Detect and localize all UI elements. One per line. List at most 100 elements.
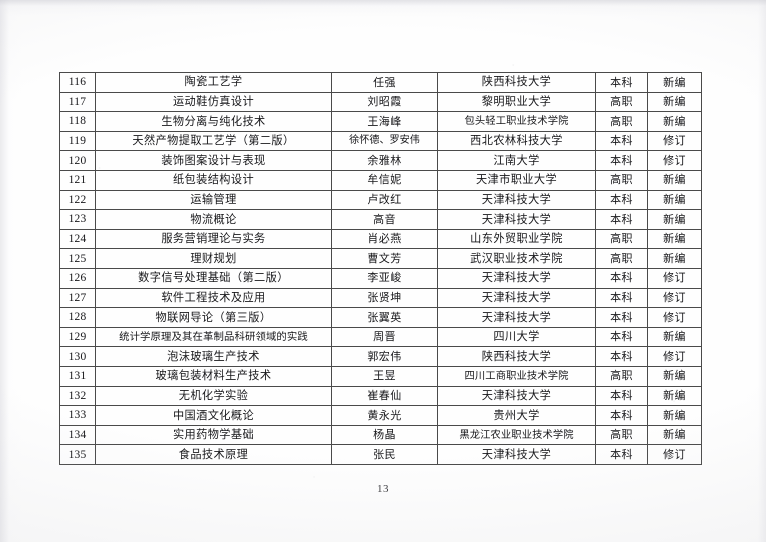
chief-editor: 刘昭霞 — [331, 91, 438, 113]
education-level: 本科 — [595, 267, 648, 289]
row-number: 119 — [59, 130, 96, 152]
edition-type: 修订 — [647, 267, 702, 289]
textbook-title: 物流概论 — [95, 209, 332, 230]
row-number: 129 — [59, 326, 96, 348]
edition-type: 修订 — [647, 346, 702, 367]
textbook-title: 运输管理 — [95, 189, 332, 211]
education-level: 本科 — [595, 346, 648, 367]
textbook-title: 生物分离与纯化技术 — [95, 111, 332, 132]
textbook-title: 物联网导论（第三版） — [95, 307, 332, 328]
row-number: 125 — [59, 248, 96, 269]
chief-editor: 肖必燕 — [331, 228, 438, 250]
institution: 陕西科技大学 — [437, 346, 596, 367]
table-row: 133 中国酒文化概论 黄永光 贵州大学 本科 新编 — [59, 405, 702, 426]
row-number: 127 — [59, 287, 96, 309]
textbook-title: 服务营销理论与实务 — [95, 228, 332, 250]
edition-type: 修订 — [647, 307, 702, 328]
chief-editor: 高音 — [331, 209, 438, 230]
row-number: 130 — [59, 346, 96, 367]
textbook-title: 食品技术原理 — [95, 444, 332, 465]
textbook-title: 泡沫玻璃生产技术 — [95, 346, 332, 367]
education-level: 本科 — [595, 209, 648, 230]
edition-type: 新编 — [647, 169, 702, 191]
textbook-title: 陶瓷工艺学 — [95, 72, 332, 93]
textbook-list-table: 116 陶瓷工艺学 任强 陕西科技大学 本科 新编 117 运动鞋仿真设计 刘昭霞 黎明职业大学高… — [59, 72, 702, 465]
table-row: 120 装饰图案设计与表现 余雅林 江南大学 本科 修订 — [59, 150, 702, 171]
table-row: 129 统计学原理及其在革制品科研领域的实践 周晋 四川大学 本科 新编 — [59, 326, 702, 348]
institution: 天津科技大学 — [437, 287, 596, 309]
row-number: 132 — [59, 385, 96, 407]
education-level: 本科 — [595, 130, 648, 152]
row-number: 131 — [59, 365, 96, 387]
edition-type: 新编 — [647, 209, 702, 230]
textbook-title: 天然产物提取工艺学（第二版） — [95, 130, 332, 152]
education-level: 本科 — [595, 405, 648, 426]
table-row: 127 软件工程技术及应用 张贤坤 天津科技大学 本科 修订 — [59, 287, 702, 309]
education-level: 高职 — [595, 365, 648, 387]
education-level: 高职 — [595, 111, 648, 132]
chief-editor: 余雅林 — [331, 150, 438, 171]
table-row: 125 理财规划 曹文芳 武汉职业技术学院 高职 新编 — [59, 248, 702, 269]
institution: 山东外贸职业学院 — [437, 228, 596, 250]
table-row: 118 生物分离与纯化技术 王海峰 包头轻工职业技术学院 高职 新编 — [59, 111, 702, 132]
chief-editor: 卢改红 — [331, 189, 438, 211]
row-number: 135 — [59, 444, 96, 465]
education-level: 本科 — [595, 287, 648, 309]
edition-type: 修订 — [647, 150, 702, 171]
row-number: 117 — [59, 91, 96, 113]
row-number: 124 — [59, 228, 96, 250]
row-number: 116 — [59, 72, 96, 93]
institution: 贵州大学 — [437, 405, 596, 426]
edition-type: 修订 — [647, 130, 702, 152]
edition-type: 新编 — [647, 424, 702, 446]
institution: 天津科技大学 — [437, 189, 596, 211]
education-level: 本科 — [595, 189, 648, 211]
row-number: 123 — [59, 209, 96, 230]
edition-type: 新编 — [647, 91, 702, 113]
table-row: 132 无机化学实验 崔春仙 天津科技大学 本科 新编 — [59, 385, 702, 407]
textbook-title: 软件工程技术及应用 — [95, 287, 332, 309]
table-row: 126 数字信号处理基础（第二版） 李亚峻 天津科技大学 本科 修订 — [59, 267, 702, 289]
institution: 四川工商职业技术学院 — [437, 365, 596, 387]
edition-type: 新编 — [647, 365, 702, 387]
table-row: 119 天然产物提取工艺学（第二版） 徐怀德、罗安伟 西北农林科技大学 本科 修订 — [59, 130, 702, 152]
chief-editor: 周晋 — [331, 326, 438, 348]
page-number: 13 — [377, 483, 389, 495]
edition-type: 新编 — [647, 111, 702, 132]
education-level: 高职 — [595, 91, 648, 113]
education-level: 高职 — [595, 424, 648, 446]
table-row: 117 运动鞋仿真设计 刘昭霞 黎明职业大学 高职 新编 — [59, 91, 702, 113]
chief-editor: 王海峰 — [331, 111, 438, 132]
row-number: 121 — [59, 169, 96, 191]
chief-editor: 牟信妮 — [331, 169, 438, 191]
chief-editor: 张贤坤 — [331, 287, 438, 309]
education-level: 高职 — [595, 169, 648, 191]
institution: 天津科技大学 — [437, 267, 596, 289]
institution: 黑龙江农业职业技术学院 — [437, 424, 596, 446]
institution: 天津科技大学 — [437, 209, 596, 230]
table-body: 116 陶瓷工艺学 任强 陕西科技大学 本科 新编 117 运动鞋仿真设计 刘昭霞 黎明职业大学高… — [59, 72, 702, 465]
chief-editor: 黄永光 — [331, 405, 438, 426]
chief-editor: 徐怀德、罗安伟 — [331, 130, 438, 152]
edition-type: 新编 — [647, 189, 702, 211]
institution: 天津市职业大学 — [437, 169, 596, 191]
institution: 陕西科技大学 — [437, 72, 596, 93]
table-row: 131 玻璃包装材料生产技术 王昱 四川工商职业技术学院 高职 新编 — [59, 365, 702, 387]
edition-type: 新编 — [647, 326, 702, 348]
chief-editor: 任强 — [331, 72, 438, 93]
table-row: 121 纸包装结构设计 牟信妮 天津市职业大学 高职 新编 — [59, 169, 702, 191]
chief-editor: 杨晶 — [331, 424, 438, 446]
institution: 天津科技大学 — [437, 385, 596, 407]
row-number: 128 — [59, 307, 96, 328]
table-row: 128 物联网导论（第三版） 张翼英 天津科技大学 本科 修订 — [59, 307, 702, 328]
institution: 四川大学 — [437, 326, 596, 348]
education-level: 本科 — [595, 72, 648, 93]
textbook-title: 运动鞋仿真设计 — [95, 91, 332, 113]
edition-type: 新编 — [647, 228, 702, 250]
textbook-list-table-wrapper: 116 陶瓷工艺学 任强 陕西科技大学 本科 新编 117 运动鞋仿真设计 刘昭霞 黎明职业大学高… — [59, 72, 702, 465]
textbook-title: 无机化学实验 — [95, 385, 332, 407]
table-row: 134 实用药物学基础 杨晶 黑龙江农业职业技术学院 高职 新编 — [59, 424, 702, 446]
chief-editor: 张民 — [331, 444, 438, 465]
textbook-title: 纸包装结构设计 — [95, 169, 332, 191]
